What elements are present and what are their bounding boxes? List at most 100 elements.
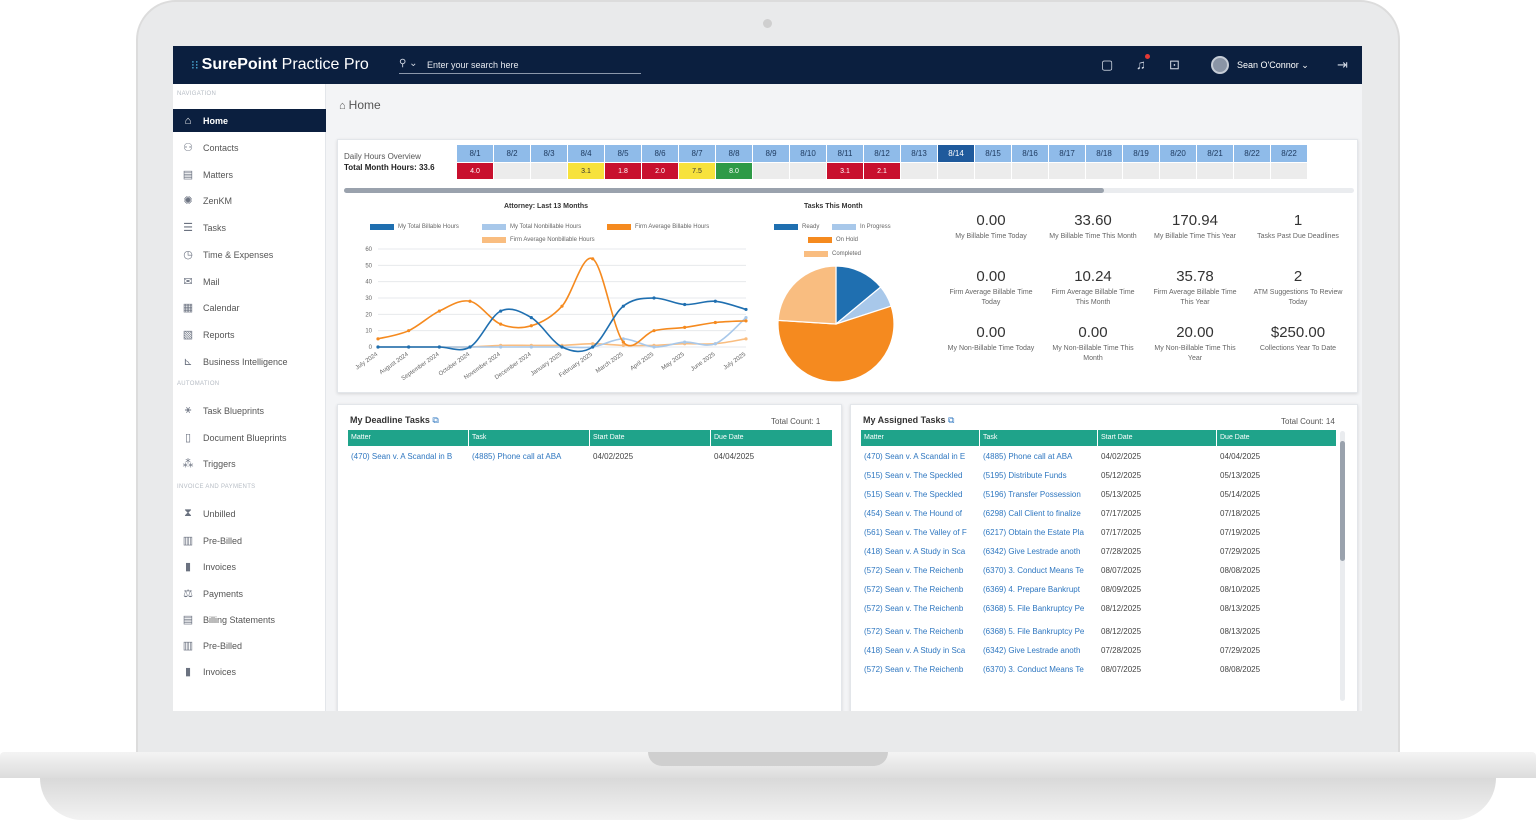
task-link[interactable]: (6368) 5. File Bankruptcy Pe: [983, 627, 1085, 636]
matter-link[interactable]: (572) Sean v. The Reichenb: [864, 566, 964, 575]
chat-icon[interactable]: ▢: [1101, 57, 1114, 72]
matter-link[interactable]: (572) Sean v. The Reichenb: [864, 604, 964, 613]
collapse-panel-icon[interactable]: ⇥: [1337, 57, 1348, 72]
task-link[interactable]: (5196) Transfer Possession: [983, 490, 1081, 499]
task-link[interactable]: (5195) Distribute Funds: [983, 471, 1067, 480]
table-row[interactable]: (470) Sean v. A Scandal in B (4885) Phon…: [348, 450, 832, 464]
table-row[interactable]: (572) Sean v. The Reichenb (6368) 5. File…: [861, 602, 1336, 616]
day-cell[interactable]: 8/3: [531, 145, 568, 179]
task-link[interactable]: (6370) 3. Conduct Means Te: [983, 566, 1084, 575]
sidebar-item-document-blueprints[interactable]: ▯ Document Blueprints: [173, 426, 326, 449]
assigned-tasks-title[interactable]: My Assigned Tasks ⧉: [863, 415, 955, 425]
matter-link[interactable]: (572) Sean v. The Reichenb: [864, 627, 964, 636]
table-row[interactable]: (572) Sean v. The Reichenb (6370) 3. Cond…: [861, 564, 1336, 578]
column-header[interactable]: Start Date: [1098, 430, 1217, 446]
day-cell[interactable]: 8/7 7.5: [679, 145, 716, 179]
day-cell[interactable]: 8/22: [1271, 145, 1308, 179]
task-link[interactable]: (4885) Phone call at ABA: [472, 452, 562, 461]
sidebar-item-pre-billed-2[interactable]: ▥ Pre-Billed: [182, 640, 243, 652]
column-header[interactable]: Matter: [348, 430, 469, 446]
day-cell[interactable]: 8/14: [938, 145, 975, 179]
external-link-icon[interactable]: ⧉: [432, 415, 439, 425]
day-cell[interactable]: 8/21: [1197, 145, 1234, 179]
table-row[interactable]: (561) Sean v. The Valley of F (6217) Obta…: [861, 526, 1336, 540]
sidebar-item-billing-statements[interactable]: ▤ Billing Statements: [182, 614, 276, 626]
sidebar-item-business-intelligence[interactable]: ⊾ Business Intelligence: [173, 350, 326, 373]
matter-link[interactable]: (515) Sean v. The Speckled: [864, 490, 963, 499]
column-header[interactable]: Due Date: [1220, 434, 1250, 441]
search-input[interactable]: [427, 57, 637, 72]
matter-link[interactable]: (470) Sean v. A Scandal in E: [864, 452, 966, 461]
day-cell[interactable]: 8/8 8.0: [716, 145, 753, 179]
day-cell[interactable]: 8/17: [1049, 145, 1086, 179]
column-header[interactable]: Start Date: [590, 430, 711, 446]
matter-link[interactable]: (418) Sean v. A Study in Sca: [864, 547, 966, 556]
day-cell[interactable]: 8/20: [1160, 145, 1197, 179]
bell-icon[interactable]: ♫: [1136, 57, 1146, 72]
task-link[interactable]: (6342) Give Lestrade anoth: [983, 646, 1081, 655]
sidebar-item-reports[interactable]: ▧ Reports: [182, 329, 235, 341]
matter-link[interactable]: (572) Sean v. The Reichenb: [864, 665, 964, 674]
day-cell[interactable]: 8/16: [1012, 145, 1049, 179]
sidebar-item-zenkm[interactable]: ✺ ZenKM: [173, 189, 326, 212]
task-link[interactable]: (6368) 5. File Bankruptcy Pe: [983, 604, 1085, 613]
matter-link[interactable]: (418) Sean v. A Study in Sca: [864, 646, 966, 655]
sidebar-item-invoices[interactable]: ▮ Invoices: [173, 555, 326, 578]
deadline-tasks-title[interactable]: My Deadline Tasks ⧉: [350, 415, 439, 425]
external-link-icon[interactable]: ⧉: [948, 415, 955, 425]
task-link[interactable]: (6298) Call Client to finalize: [983, 509, 1081, 518]
matter-link[interactable]: (561) Sean v. The Valley of F: [864, 528, 967, 537]
table-row[interactable]: (418) Sean v. A Study in Sca (6342) Give …: [861, 545, 1336, 559]
day-cell[interactable]: 8/6 2.0: [642, 145, 679, 179]
table-row[interactable]: (515) Sean v. The Speckled (5196) Transfe…: [861, 488, 1336, 502]
day-cell[interactable]: 8/18: [1086, 145, 1123, 179]
timer-icon[interactable]: ⊡: [1169, 57, 1180, 72]
sidebar-item-matters[interactable]: ▤ Matters: [182, 169, 234, 181]
day-cell[interactable]: 8/12 2.1: [864, 145, 901, 179]
sidebar-item-time-expenses[interactable]: ◷ Time & Expenses: [173, 243, 326, 266]
task-link[interactable]: (6370) 3. Conduct Means Te: [983, 665, 1084, 674]
matter-link[interactable]: (515) Sean v. The Speckled: [864, 471, 963, 480]
breadcrumb[interactable]: ⌂ Home: [339, 98, 381, 112]
sidebar-item-mail[interactable]: ✉ Mail: [173, 270, 326, 293]
sidebar-item-calendar[interactable]: ▦ Calendar: [182, 302, 240, 314]
day-cell[interactable]: 8/4 3.1: [568, 145, 605, 179]
column-header[interactable]: Matter: [861, 430, 980, 446]
sidebar-item-home[interactable]: ⌂ Home: [173, 109, 326, 132]
day-cell[interactable]: 8/2: [494, 145, 531, 179]
column-header[interactable]: Task: [980, 430, 1098, 446]
sidebar-item-task-blueprints[interactable]: ⚹ Task Blueprints: [173, 399, 326, 422]
search-icon[interactable]: ⚲ ⌄: [399, 58, 418, 69]
task-link[interactable]: (6217) Obtain the Estate Pla: [983, 528, 1084, 537]
avatar[interactable]: [1211, 56, 1229, 74]
day-cell[interactable]: 8/5 1.8: [605, 145, 642, 179]
task-link[interactable]: (4885) Phone call at ABA: [983, 452, 1073, 461]
task-link[interactable]: (6342) Give Lestrade anoth: [983, 547, 1081, 556]
column-header[interactable]: Due Date: [714, 434, 744, 441]
table-row[interactable]: (572) Sean v. The Reichenb (6370) 3. Cond…: [861, 663, 1336, 677]
day-cell[interactable]: 8/22: [1234, 145, 1271, 179]
table-row[interactable]: (470) Sean v. A Scandal in E (4885) Phone…: [861, 450, 1336, 464]
brand-logo[interactable]: ⁝⁝ SurePoint Practice Pro: [191, 56, 369, 73]
day-cell[interactable]: 8/10: [790, 145, 827, 179]
table-row[interactable]: (454) Sean v. The Hound of (6298) Call Cl…: [861, 507, 1336, 521]
day-cell[interactable]: 8/13: [901, 145, 938, 179]
matter-link[interactable]: (572) Sean v. The Reichenb: [864, 585, 964, 594]
task-link[interactable]: (6369) 4. Prepare Bankrupt: [983, 585, 1080, 594]
sidebar-item-triggers[interactable]: ⁂ Triggers: [182, 458, 236, 470]
day-cell[interactable]: 8/11 3.1: [827, 145, 864, 179]
day-cell[interactable]: 8/9: [753, 145, 790, 179]
sidebar-item-invoices-2[interactable]: ▮ Invoices: [173, 660, 326, 683]
table-row[interactable]: (515) Sean v. The Speckled (5195) Distrib…: [861, 469, 1336, 483]
sidebar-item-payments[interactable]: ⚖ Payments: [173, 582, 326, 605]
sidebar-item-unbilled[interactable]: ⧗ Unbilled: [173, 502, 326, 525]
table-row[interactable]: (572) Sean v. The Reichenb (6369) 4. Prep…: [861, 583, 1336, 597]
table-row[interactable]: (418) Sean v. A Study in Sca (6342) Give …: [861, 644, 1336, 658]
sidebar-item-tasks[interactable]: ☰ Tasks: [173, 216, 326, 239]
assigned-scrollbar[interactable]: [1340, 431, 1345, 701]
day-cell[interactable]: 8/19: [1123, 145, 1160, 179]
daily-hours-scrollbar[interactable]: [344, 188, 1354, 193]
user-menu[interactable]: Sean O'Connor ⌄: [1237, 60, 1309, 70]
sidebar-item-pre-billed[interactable]: ▥ Pre-Billed: [182, 535, 243, 547]
table-row[interactable]: (572) Sean v. The Reichenb (6368) 5. File…: [861, 625, 1336, 639]
